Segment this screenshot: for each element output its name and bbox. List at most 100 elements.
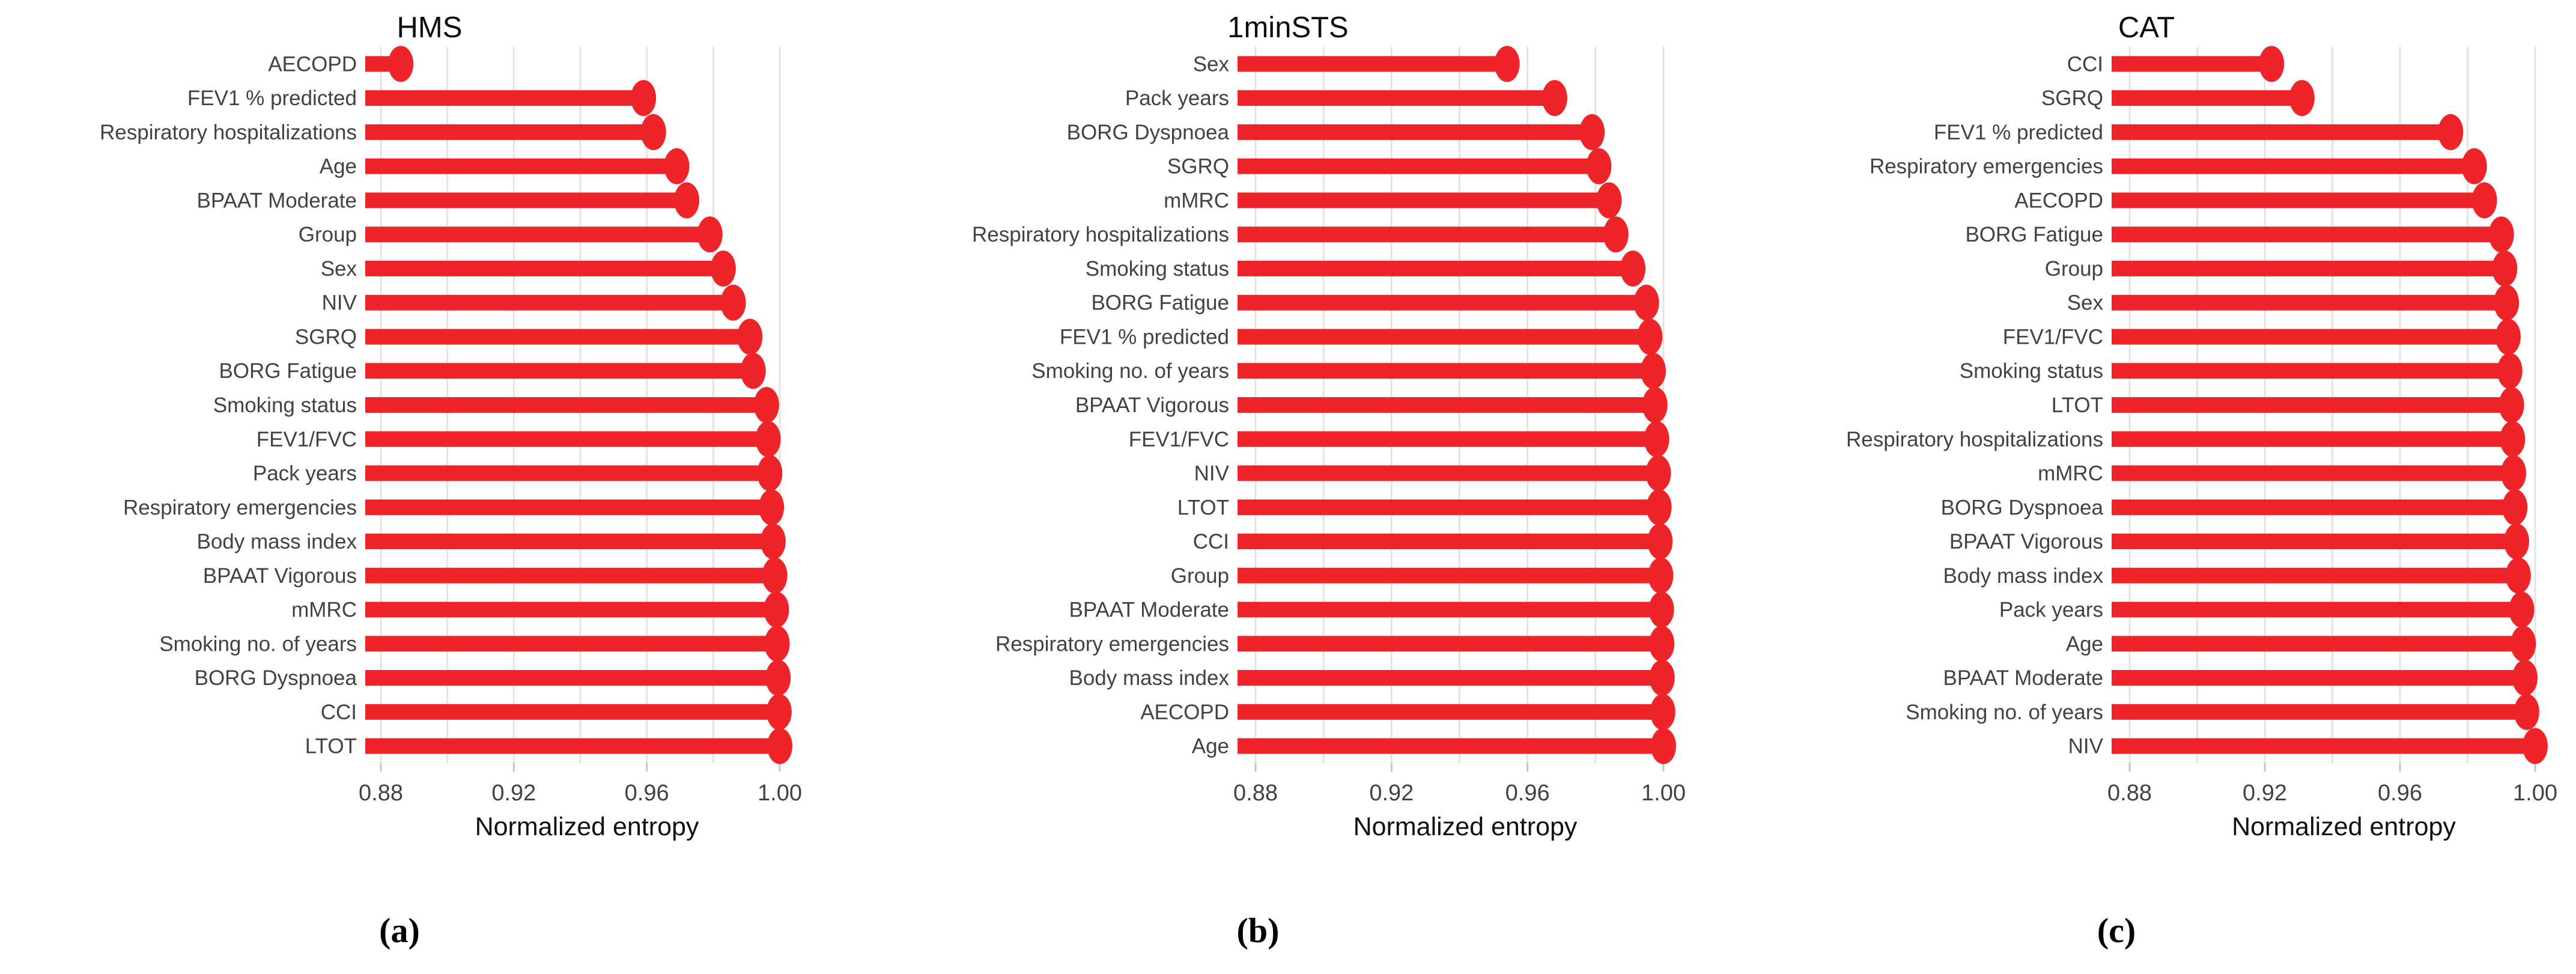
category-label: FEV1 % predicted — [1060, 325, 1229, 349]
lollipop-stem — [365, 738, 780, 754]
lollipop-row: Pack years — [1125, 80, 1567, 117]
lollipop-row: LTOT — [2052, 387, 2524, 423]
lollipop-row: Respiratory hospitalizations — [100, 114, 666, 150]
lollipop-dot — [2259, 46, 2285, 82]
１minsts-lollipop-chart: 0.88 0.92 0.96 1.00 Sex Pack years BORG Dyspno… — [972, 11, 1686, 950]
panel-cat: 0.88 0.92 0.96 1.00 CCI SGRQ FEV1 % predicted R… — [1717, 0, 2576, 974]
category-label: Respiratory hospitalizations — [100, 121, 357, 144]
category-label: Respiratory emergencies — [1870, 155, 2103, 178]
lollipop-row: Smoking status — [1960, 353, 2523, 389]
lollipop-stem — [2112, 499, 2515, 516]
lollipop-stem — [365, 192, 687, 208]
lollipop-dot — [1620, 250, 1646, 287]
lollipop-dot — [2499, 387, 2524, 423]
lollipop-stem — [1238, 192, 1609, 208]
lollipop-row: BPAAT Moderate — [1069, 591, 1674, 628]
lollipop-row: Smoking no. of years — [1906, 693, 2539, 730]
lollipop-dot — [2496, 318, 2521, 355]
lollipop-row: FEV1/FVC — [257, 421, 781, 457]
lollipop-stem — [365, 260, 723, 276]
lollipop-row: NIV — [2068, 728, 2548, 764]
lollipop-stem — [2112, 534, 2517, 550]
x-axis-title: Normalized entropy — [2232, 812, 2456, 841]
lollipop-row: BORG Fatigue — [1965, 216, 2514, 253]
x-axis-tick-label: 0.88 — [359, 781, 403, 806]
category-label: BPAAT Vigorous — [1949, 530, 2103, 553]
lollipop-row: AECOPD — [2014, 182, 2497, 219]
lollipop-row: Body mass index — [1069, 660, 1675, 696]
lollipop-row: CCI — [2067, 46, 2285, 82]
lollipop-dot — [762, 557, 788, 594]
category-label: Smoking no. of years — [1031, 359, 1229, 383]
lollipop-row: NIV — [1194, 455, 1671, 492]
lollipop-row: AECOPD — [268, 46, 414, 82]
lollipop-stem — [365, 704, 779, 720]
lollipop-dot — [740, 353, 766, 389]
lollipop-stem — [365, 431, 768, 447]
panel-title: 1minSTS — [1227, 11, 1349, 44]
category-label: Pack years — [253, 462, 357, 485]
lollipop-dot — [1645, 455, 1671, 492]
lollipop-dot — [388, 46, 414, 82]
lollipop-dot — [1542, 80, 1567, 117]
lollipop-stem — [2112, 56, 2272, 72]
lollipop-stem — [365, 294, 734, 311]
category-label: AECOPD — [268, 52, 357, 76]
lollipop-row: FEV1 % predicted — [187, 80, 657, 117]
lollipop-dot — [757, 455, 783, 492]
lollipop-stem — [1238, 704, 1663, 720]
category-label: mMRC — [1164, 189, 1229, 212]
panel-letter: (a) — [379, 911, 420, 950]
category-label: Body mass index — [196, 530, 357, 553]
lollipop-dot — [1650, 693, 1675, 730]
lollipop-stem — [365, 90, 644, 106]
lollipop-stem — [365, 534, 773, 550]
lollipop-row: Respiratory emergencies — [123, 489, 785, 526]
lollipop-row: LTOT — [305, 728, 792, 764]
category-label: Respiratory hospitalizations — [972, 223, 1229, 246]
x-axis-tick-label: 0.92 — [491, 781, 536, 806]
lollipop-dot — [2492, 250, 2518, 287]
lollipop-dot — [1649, 660, 1675, 696]
lollipop-row: Group — [299, 216, 723, 253]
lollipop-row: Respiratory emergencies — [1870, 148, 2487, 184]
lollipop-stem — [2112, 704, 2527, 720]
hms-lollipop-chart: 0.88 0.92 0.96 1.00 AECOPD FEV1 % predicted Re… — [100, 11, 802, 950]
lollipop-row: NIV — [322, 284, 746, 321]
lollipop-dot — [1596, 182, 1622, 219]
lollipop-row: Respiratory hospitalizations — [972, 216, 1629, 253]
lollipop-row: Group — [1171, 557, 1674, 594]
lollipop-dot — [1494, 46, 1520, 82]
panel-title: HMS — [397, 11, 463, 44]
x-axis-tick-label: 1.00 — [2513, 781, 2557, 806]
lollipop-stem — [1238, 90, 1555, 106]
category-label: Age — [320, 155, 357, 178]
lollipop-row: Body mass index — [1943, 557, 2531, 594]
lollipop-dot — [753, 387, 779, 423]
lollipop-stem — [365, 397, 767, 413]
lollipop-row: BORG Dyspnoea — [1067, 114, 1605, 150]
category-label: Sex — [321, 257, 357, 281]
x-axis-tick-label: 0.96 — [1505, 781, 1550, 806]
category-label: BORG Fatigue — [219, 359, 357, 383]
lollipop-stem — [365, 329, 750, 345]
category-label: Smoking status — [213, 394, 357, 417]
category-label: BORG Fatigue — [1091, 291, 1229, 315]
lollipop-stem — [2112, 294, 2507, 311]
lollipop-stem — [1238, 158, 1599, 174]
lollipop-stem — [2112, 329, 2508, 345]
panel-title: CAT — [2118, 11, 2175, 44]
lollipop-dot — [1641, 353, 1666, 389]
category-label: FEV1 % predicted — [1934, 121, 2103, 144]
lollipop-dot — [1579, 114, 1605, 150]
panel-1minsts: 0.88 0.92 0.96 1.00 Sex Pack years BORG Dyspno… — [859, 0, 1717, 974]
lollipop-dot — [2514, 693, 2539, 730]
lollipop-row: CCI — [321, 693, 792, 730]
lollipop-stem — [365, 636, 777, 652]
category-label: NIV — [2068, 735, 2104, 758]
lollipop-stem — [2112, 192, 2485, 208]
lollipop-dot — [2471, 182, 2497, 219]
lollipop-dot — [765, 660, 791, 696]
lollipop-row: Smoking status — [1086, 250, 1646, 287]
lollipop-stem — [1238, 56, 1507, 72]
